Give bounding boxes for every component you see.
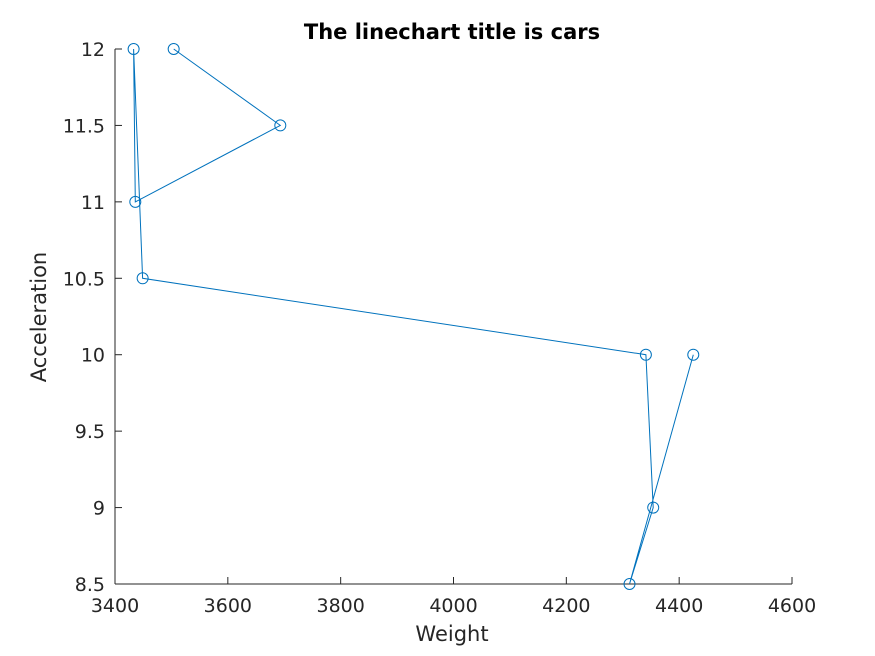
- axes: 3400 3600 3800 4000 4200 4400 4600 8.5 9 9.5 10 10.…: [63, 39, 816, 617]
- series-line: [133, 48, 694, 585]
- data-point-marker: [167, 43, 180, 55]
- x-tick-label: 3600: [204, 595, 252, 617]
- y-axis-label: Acceleration: [27, 252, 51, 383]
- y-tick-label: 10.5: [63, 268, 105, 290]
- x-tick-label: 4200: [542, 595, 590, 617]
- x-tick-label: 4400: [655, 595, 703, 617]
- data-point-marker: [687, 348, 700, 361]
- data-point-marker: [623, 578, 636, 590]
- y-tick-label: 11: [81, 192, 105, 214]
- x-axis-label: Weight: [415, 622, 488, 646]
- x-tick-label: 4600: [768, 595, 816, 617]
- y-tick-label: 8.5: [75, 574, 105, 596]
- y-tick-label: 9: [93, 498, 105, 520]
- series-layer: [127, 43, 700, 590]
- x-tick-label: 3400: [91, 595, 139, 617]
- data-point-marker: [647, 501, 660, 514]
- y-tick-label: 10: [81, 345, 105, 367]
- y-tick-label: 9.5: [75, 421, 105, 443]
- data-point-marker: [639, 348, 652, 361]
- data-point-marker: [136, 272, 149, 285]
- y-tick-label: 11.5: [63, 115, 105, 137]
- data-point-marker: [127, 43, 140, 55]
- x-tick-label: 4000: [429, 595, 477, 617]
- x-tick-label: 3800: [316, 595, 364, 617]
- chart-title: The linechart title is cars: [304, 20, 600, 44]
- y-tick-label: 12: [81, 39, 105, 61]
- data-point-marker: [274, 119, 287, 132]
- data-point-marker: [129, 195, 142, 208]
